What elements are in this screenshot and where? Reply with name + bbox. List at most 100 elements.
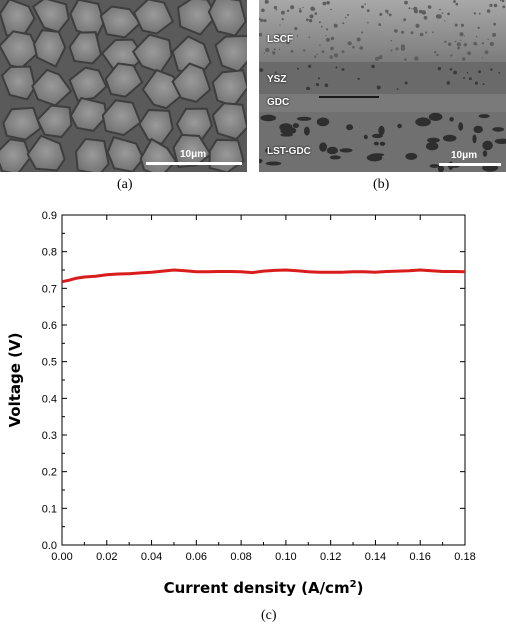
speckle xyxy=(419,32,424,37)
speckle xyxy=(478,12,481,15)
pore xyxy=(280,133,293,137)
speckle xyxy=(325,37,330,42)
pore xyxy=(427,137,440,143)
speckle xyxy=(303,49,306,52)
speckle xyxy=(361,5,364,9)
y-tick-label: 0.4 xyxy=(42,393,57,405)
speckle xyxy=(290,5,295,10)
pore xyxy=(259,68,264,72)
speckle xyxy=(342,22,345,25)
speckle xyxy=(276,34,281,39)
speckle xyxy=(413,9,418,14)
speckle xyxy=(272,51,276,55)
pore xyxy=(449,117,454,122)
pore xyxy=(308,64,312,68)
pore xyxy=(304,126,310,136)
speckle xyxy=(302,6,304,9)
pore xyxy=(463,77,465,79)
pore xyxy=(478,114,490,119)
speckle xyxy=(395,47,399,51)
speckle xyxy=(330,8,332,11)
grain xyxy=(2,106,42,141)
speckle xyxy=(404,0,408,5)
speckle xyxy=(501,0,505,3)
speckle xyxy=(410,31,414,35)
grain xyxy=(172,133,212,169)
speckle xyxy=(379,12,383,16)
speckle xyxy=(434,51,437,54)
speckle xyxy=(308,36,311,38)
speckle xyxy=(314,12,318,15)
x-tick-label: 0.16 xyxy=(410,551,431,563)
speckle xyxy=(492,32,497,37)
pore xyxy=(446,81,451,85)
speckle xyxy=(299,7,301,10)
pore xyxy=(429,164,440,168)
grain xyxy=(171,62,212,104)
y-tick-label: 0.1 xyxy=(42,503,57,515)
speckle xyxy=(425,31,428,34)
pore xyxy=(378,125,385,136)
grain xyxy=(68,66,108,102)
speckle xyxy=(390,49,393,52)
speckle xyxy=(394,29,398,33)
speckle xyxy=(435,14,441,19)
speckle xyxy=(326,28,329,31)
y-tick-label: 0.5 xyxy=(42,357,57,369)
speckle xyxy=(493,22,496,26)
pore xyxy=(415,117,431,127)
scale-bar xyxy=(146,162,242,165)
speckle xyxy=(333,53,339,58)
speckle xyxy=(265,47,270,53)
speckle xyxy=(441,12,444,14)
speckle xyxy=(294,27,298,31)
speckle xyxy=(436,53,439,57)
speckle xyxy=(333,23,338,28)
pore xyxy=(490,68,493,71)
pore xyxy=(346,124,354,131)
speckle xyxy=(281,10,285,15)
x-tick-label: 0.08 xyxy=(230,551,251,563)
speckle xyxy=(487,38,489,41)
pore xyxy=(260,114,277,122)
pore xyxy=(379,141,386,146)
grain xyxy=(104,62,144,98)
speckle xyxy=(439,8,441,11)
grain xyxy=(33,29,67,68)
pore xyxy=(265,148,271,153)
grain xyxy=(99,5,142,39)
pore xyxy=(324,83,329,88)
speckle xyxy=(489,3,493,7)
speckle xyxy=(261,8,265,13)
speckle xyxy=(454,40,457,43)
speckle xyxy=(275,8,278,11)
y-tick-label: 0.9 xyxy=(42,210,57,222)
speckle xyxy=(322,1,327,6)
pore xyxy=(449,68,453,71)
layer-label-ysz: YSZ xyxy=(267,74,287,85)
x-tick-label: 0.00 xyxy=(51,551,72,563)
y-tick-label: 0.3 xyxy=(42,430,57,442)
speckle xyxy=(296,35,299,37)
pore xyxy=(404,81,408,85)
speckle xyxy=(423,15,428,20)
speckle xyxy=(259,32,263,37)
speckle xyxy=(273,48,276,51)
speckle xyxy=(463,43,467,47)
speckle xyxy=(321,50,325,54)
grain xyxy=(0,138,32,172)
speckle xyxy=(290,50,294,53)
speckle xyxy=(450,54,453,57)
plot-frame xyxy=(61,214,466,546)
speckle xyxy=(400,46,405,51)
speckle xyxy=(481,42,485,45)
speckle xyxy=(444,40,447,43)
caption-c: (c) xyxy=(261,608,277,623)
speckle xyxy=(284,40,286,43)
grain xyxy=(69,96,108,132)
x-axis-title: Current density (A/cm2) xyxy=(164,579,364,597)
speckle xyxy=(374,56,380,61)
speckle xyxy=(318,21,321,24)
x-tick-label: 0.10 xyxy=(275,551,296,563)
pore xyxy=(478,70,481,74)
